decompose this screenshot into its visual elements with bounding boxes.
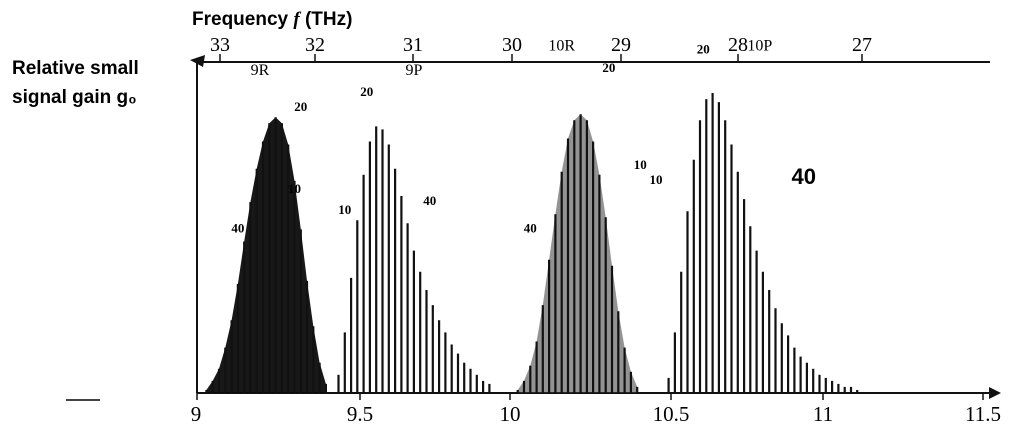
band-label: 9P [405,62,422,79]
series-envelope [206,117,326,394]
spectral-lines [205,93,859,394]
series-envelope [517,114,638,393]
band-labels: 9R 9P 10R 10P [251,38,773,79]
band-label: 10R [548,38,575,55]
annotation-label: 20 [602,60,615,75]
bottom-tick-label: 10.5 [653,402,690,426]
top-tick-label: 30 [502,34,522,56]
bottom-tick-label: 10 [500,402,521,426]
band-label: 9R [251,62,270,79]
top-tick-label: 32 [305,34,325,56]
annotation-label: 40 [792,164,816,189]
annotation-label: 40 [231,220,244,235]
annotation-label: 10 [650,172,663,187]
y-axis-label-line1: Relative small [12,58,139,79]
annotation-label: 20 [697,42,710,57]
top-tick-label: 31 [403,34,423,56]
bottom-tick-label: 11.5 [965,402,1001,426]
annotation-label: 40 [524,220,537,235]
top-axis-ticks: 33 32 31 30 29 28 27 [210,34,872,62]
top-left-arrowhead-icon [190,55,205,67]
bottom-tick-label: 9.5 [347,402,373,426]
top-tick-label: 29 [611,34,631,56]
top-tick-label: 28 [728,34,748,56]
bottom-right-arrowhead-icon [989,387,1001,399]
bottom-tick-label: 9 [191,402,202,426]
top-tick-label: 27 [852,34,872,56]
bottom-axis-ticks: 9 9.5 10 10.5 11 11.5 [191,393,1001,426]
top-tick-label: 33 [210,34,230,56]
annotation-label: 10 [288,181,301,196]
bottom-tick-label: 11 [813,402,833,426]
band-label: 10P [747,38,772,55]
series-10P [667,93,859,393]
series-9P [337,126,491,393]
top-axis-title: Frequency f (THz) [192,9,352,30]
annotation-label: 40 [423,193,436,208]
series-9R [205,117,327,394]
annotation-label: 20 [294,99,307,114]
y-axis-label-line2: signal gain g₀ [12,87,137,108]
annotation-label: 10 [634,157,647,172]
annotation-label: 20 [360,84,373,99]
series-10R [516,114,639,393]
annotation-label: 10 [338,202,351,217]
